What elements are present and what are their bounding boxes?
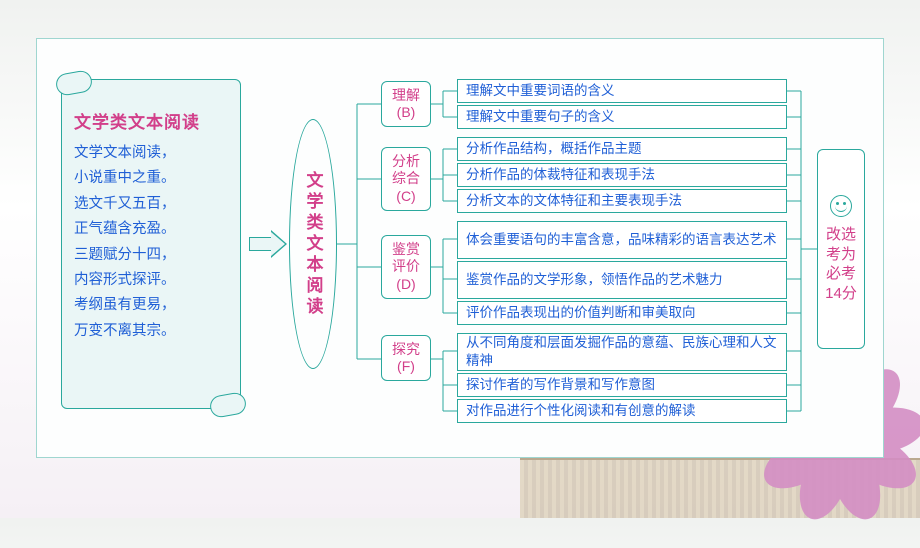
detail-row: 鉴赏作品的文学形象，领悟作品的艺术魅力: [457, 261, 787, 299]
right-summary-box: 改选 考为 必考 14分: [817, 149, 865, 349]
scroll-panel: 文学类文本阅读 文学文本阅读， 小说重中之重。 选文千又五百， 正气蕴含充盈。 …: [61, 79, 241, 409]
detail-row: 体会重要语句的丰富含意，品味精彩的语言表达艺术: [457, 221, 787, 259]
detail-row: 理解文中重要词语的含义: [457, 79, 787, 103]
category-box: 鉴赏评价(D): [381, 235, 431, 299]
arrow-icon: [249, 229, 287, 259]
scroll-title: 文学类文本阅读: [74, 108, 228, 133]
detail-row: 分析文本的文体特征和主要表现手法: [457, 189, 787, 213]
right-summary-text: 改选 考为 必考 14分: [825, 225, 857, 303]
category-box: 理解(B): [381, 81, 431, 127]
root-label: 文学类文本阅读: [301, 171, 326, 318]
category-box: 探究(F): [381, 335, 431, 381]
scroll-body: 文学文本阅读， 小说重中之重。 选文千又五百， 正气蕴含充盈。 三题赋分十四， …: [74, 141, 228, 344]
detail-row: 分析作品结构，概括作品主题: [457, 137, 787, 161]
detail-row: 对作品进行个性化阅读和有创意的解读: [457, 399, 787, 423]
detail-row: 分析作品的体裁特征和表现手法: [457, 163, 787, 187]
detail-row: 理解文中重要句子的含义: [457, 105, 787, 129]
detail-row: 从不同角度和层面发掘作品的意蕴、民族心理和人文精神: [457, 333, 787, 371]
diagram-board: 文学类文本阅读 文学文本阅读， 小说重中之重。 选文千又五百， 正气蕴含充盈。 …: [36, 38, 884, 458]
detail-row: 探讨作者的写作背景和写作意图: [457, 373, 787, 397]
smiley-icon: [830, 195, 852, 217]
category-box: 分析综合(C): [381, 147, 431, 211]
root-ellipse: 文学类文本阅读: [289, 119, 337, 369]
detail-row: 评价作品表现出的价值判断和审美取向: [457, 301, 787, 325]
